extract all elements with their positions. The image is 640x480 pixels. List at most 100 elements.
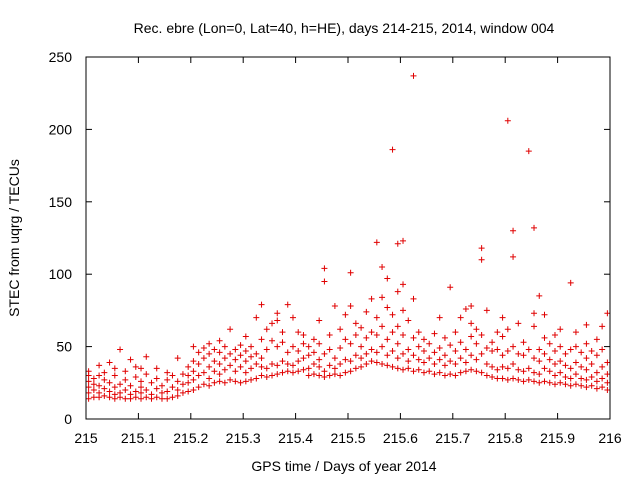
data-point	[132, 374, 139, 381]
data-point	[541, 311, 548, 318]
data-point	[337, 326, 344, 333]
data-point	[400, 307, 407, 314]
data-point	[441, 352, 448, 359]
data-point	[599, 323, 606, 330]
data-point	[504, 117, 511, 124]
data-point	[352, 332, 359, 339]
data-point	[515, 376, 522, 383]
data-point	[326, 362, 333, 369]
data-point	[394, 355, 401, 362]
data-point	[515, 366, 522, 373]
data-point	[185, 388, 192, 395]
data-point	[567, 346, 574, 353]
data-point	[578, 382, 585, 389]
data-point	[258, 301, 265, 308]
data-point	[352, 365, 359, 372]
data-point	[316, 356, 323, 363]
data-point	[415, 329, 422, 336]
data-point	[515, 350, 522, 357]
data-point	[237, 379, 244, 386]
data-point	[242, 378, 249, 385]
x-tick-label: 215.5	[330, 430, 365, 446]
data-point	[305, 343, 312, 350]
data-point	[117, 346, 124, 353]
data-point	[279, 358, 286, 365]
data-point	[148, 391, 155, 398]
data-point	[593, 336, 600, 343]
data-point	[216, 337, 223, 344]
data-point	[436, 314, 443, 321]
data-point	[253, 314, 260, 321]
data-point	[269, 337, 276, 344]
data-point	[562, 350, 569, 357]
data-point	[373, 239, 380, 246]
data-point	[431, 330, 438, 337]
data-point	[221, 379, 228, 386]
data-point	[127, 391, 134, 398]
data-point	[138, 378, 145, 385]
data-point	[190, 368, 197, 375]
data-point	[227, 362, 234, 369]
data-point	[237, 363, 244, 370]
data-point	[274, 343, 281, 350]
data-point	[85, 378, 92, 385]
data-point	[227, 350, 234, 357]
data-point	[473, 340, 480, 347]
data-point	[604, 379, 611, 386]
data-point	[447, 358, 454, 365]
data-point	[200, 381, 207, 388]
data-point	[274, 371, 281, 378]
data-point	[211, 368, 218, 375]
data-point	[531, 378, 538, 385]
data-point	[164, 369, 171, 376]
data-point	[122, 387, 129, 394]
data-point	[158, 382, 165, 389]
data-point	[263, 374, 270, 381]
data-point	[588, 382, 595, 389]
data-point	[567, 382, 574, 389]
data-point	[169, 394, 176, 401]
data-point	[452, 329, 459, 336]
data-point	[588, 360, 595, 367]
data-point	[384, 352, 391, 359]
data-point	[557, 379, 564, 386]
data-point	[441, 372, 448, 379]
data-point	[541, 334, 548, 341]
data-point	[174, 387, 181, 394]
data-point	[143, 353, 150, 360]
data-point	[206, 382, 213, 389]
x-tick-label: 215.3	[226, 430, 261, 446]
data-point	[153, 394, 160, 401]
data-point	[305, 372, 312, 379]
data-point	[164, 395, 171, 402]
x-tick-label: 215.2	[173, 430, 208, 446]
data-point	[227, 326, 234, 333]
data-point	[337, 360, 344, 367]
data-point	[300, 340, 307, 347]
data-point	[274, 362, 281, 369]
data-point	[358, 363, 365, 370]
data-point	[117, 381, 124, 388]
data-point	[567, 365, 574, 372]
data-point	[179, 371, 186, 378]
data-point	[206, 375, 213, 382]
data-point	[153, 385, 160, 392]
data-point	[426, 368, 433, 375]
data-point	[195, 384, 202, 391]
data-point	[546, 379, 553, 386]
data-point	[101, 385, 108, 392]
data-point	[431, 349, 438, 356]
data-point	[426, 340, 433, 347]
data-point	[379, 343, 386, 350]
data-point	[263, 346, 270, 353]
data-point	[379, 360, 386, 367]
data-point	[347, 340, 354, 347]
data-point	[410, 334, 417, 341]
data-point	[310, 371, 317, 378]
data-point	[525, 148, 532, 155]
data-point	[499, 333, 506, 340]
data-point	[525, 376, 532, 383]
data-point	[248, 376, 255, 383]
data-point	[504, 347, 511, 354]
data-point	[489, 374, 496, 381]
